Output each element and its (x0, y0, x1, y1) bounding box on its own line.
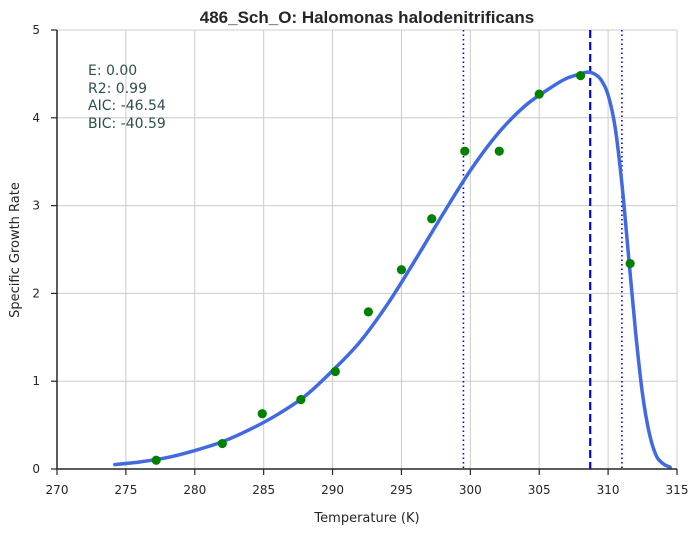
x-tick-label: 295 (390, 483, 413, 497)
x-axis-label: Temperature (K) (313, 511, 419, 526)
data-point (625, 258, 635, 269)
data-points (151, 71, 635, 465)
data-point (460, 146, 470, 156)
y-tick-label: 3 (32, 199, 40, 213)
x-tick-label: 300 (459, 483, 482, 497)
y-tick-label: 1 (32, 374, 40, 388)
data-point (257, 409, 267, 419)
tick-labels: 270 275 280 285 290 295 300 305 310 315 0 1 2 3 4 5 (32, 23, 688, 497)
chart-title: 486_Sch_O: Halomonas halodenitrificans (200, 8, 534, 27)
x-tick-label: 315 (666, 483, 689, 497)
stat-aic: AIC: -46.54 (88, 98, 166, 114)
y-tick-label: 2 (32, 286, 40, 300)
fit-statistics: E: 0.00 R2: 0.99 AIC: -46.54 BIC: -40.59 (88, 63, 166, 132)
data-point (396, 265, 407, 275)
y-axis-label: Specific Growth Rate (8, 182, 23, 318)
data-point (296, 395, 306, 405)
y-tick-label: 4 (32, 111, 40, 125)
x-tick-label: 290 (321, 483, 344, 497)
data-point (330, 366, 340, 377)
x-tick-label: 310 (597, 483, 620, 497)
y-tick-label: 0 (32, 462, 40, 476)
data-point (534, 89, 544, 99)
data-point (363, 307, 373, 317)
grid-lines (57, 29, 678, 469)
data-point (217, 438, 227, 449)
data-point (494, 146, 504, 156)
x-tick-label: 280 (183, 483, 206, 497)
x-tick-label: 285 (252, 483, 275, 497)
data-point (151, 455, 161, 465)
fit-curve (113, 70, 672, 469)
fit-curve-layer (113, 70, 672, 469)
stat-r2: R2: 0.99 (88, 81, 147, 97)
x-tick-label: 275 (114, 483, 137, 497)
axes (51, 29, 678, 475)
x-tick-label: 305 (528, 483, 551, 497)
data-point (575, 71, 586, 81)
reference-vlines (462, 30, 623, 469)
x-tick-label: 270 (46, 483, 69, 497)
y-tick-label: 5 (32, 23, 40, 37)
data-point (427, 214, 437, 224)
stat-bic: BIC: -40.59 (88, 116, 166, 132)
stat-e: E: 0.00 (88, 63, 137, 79)
